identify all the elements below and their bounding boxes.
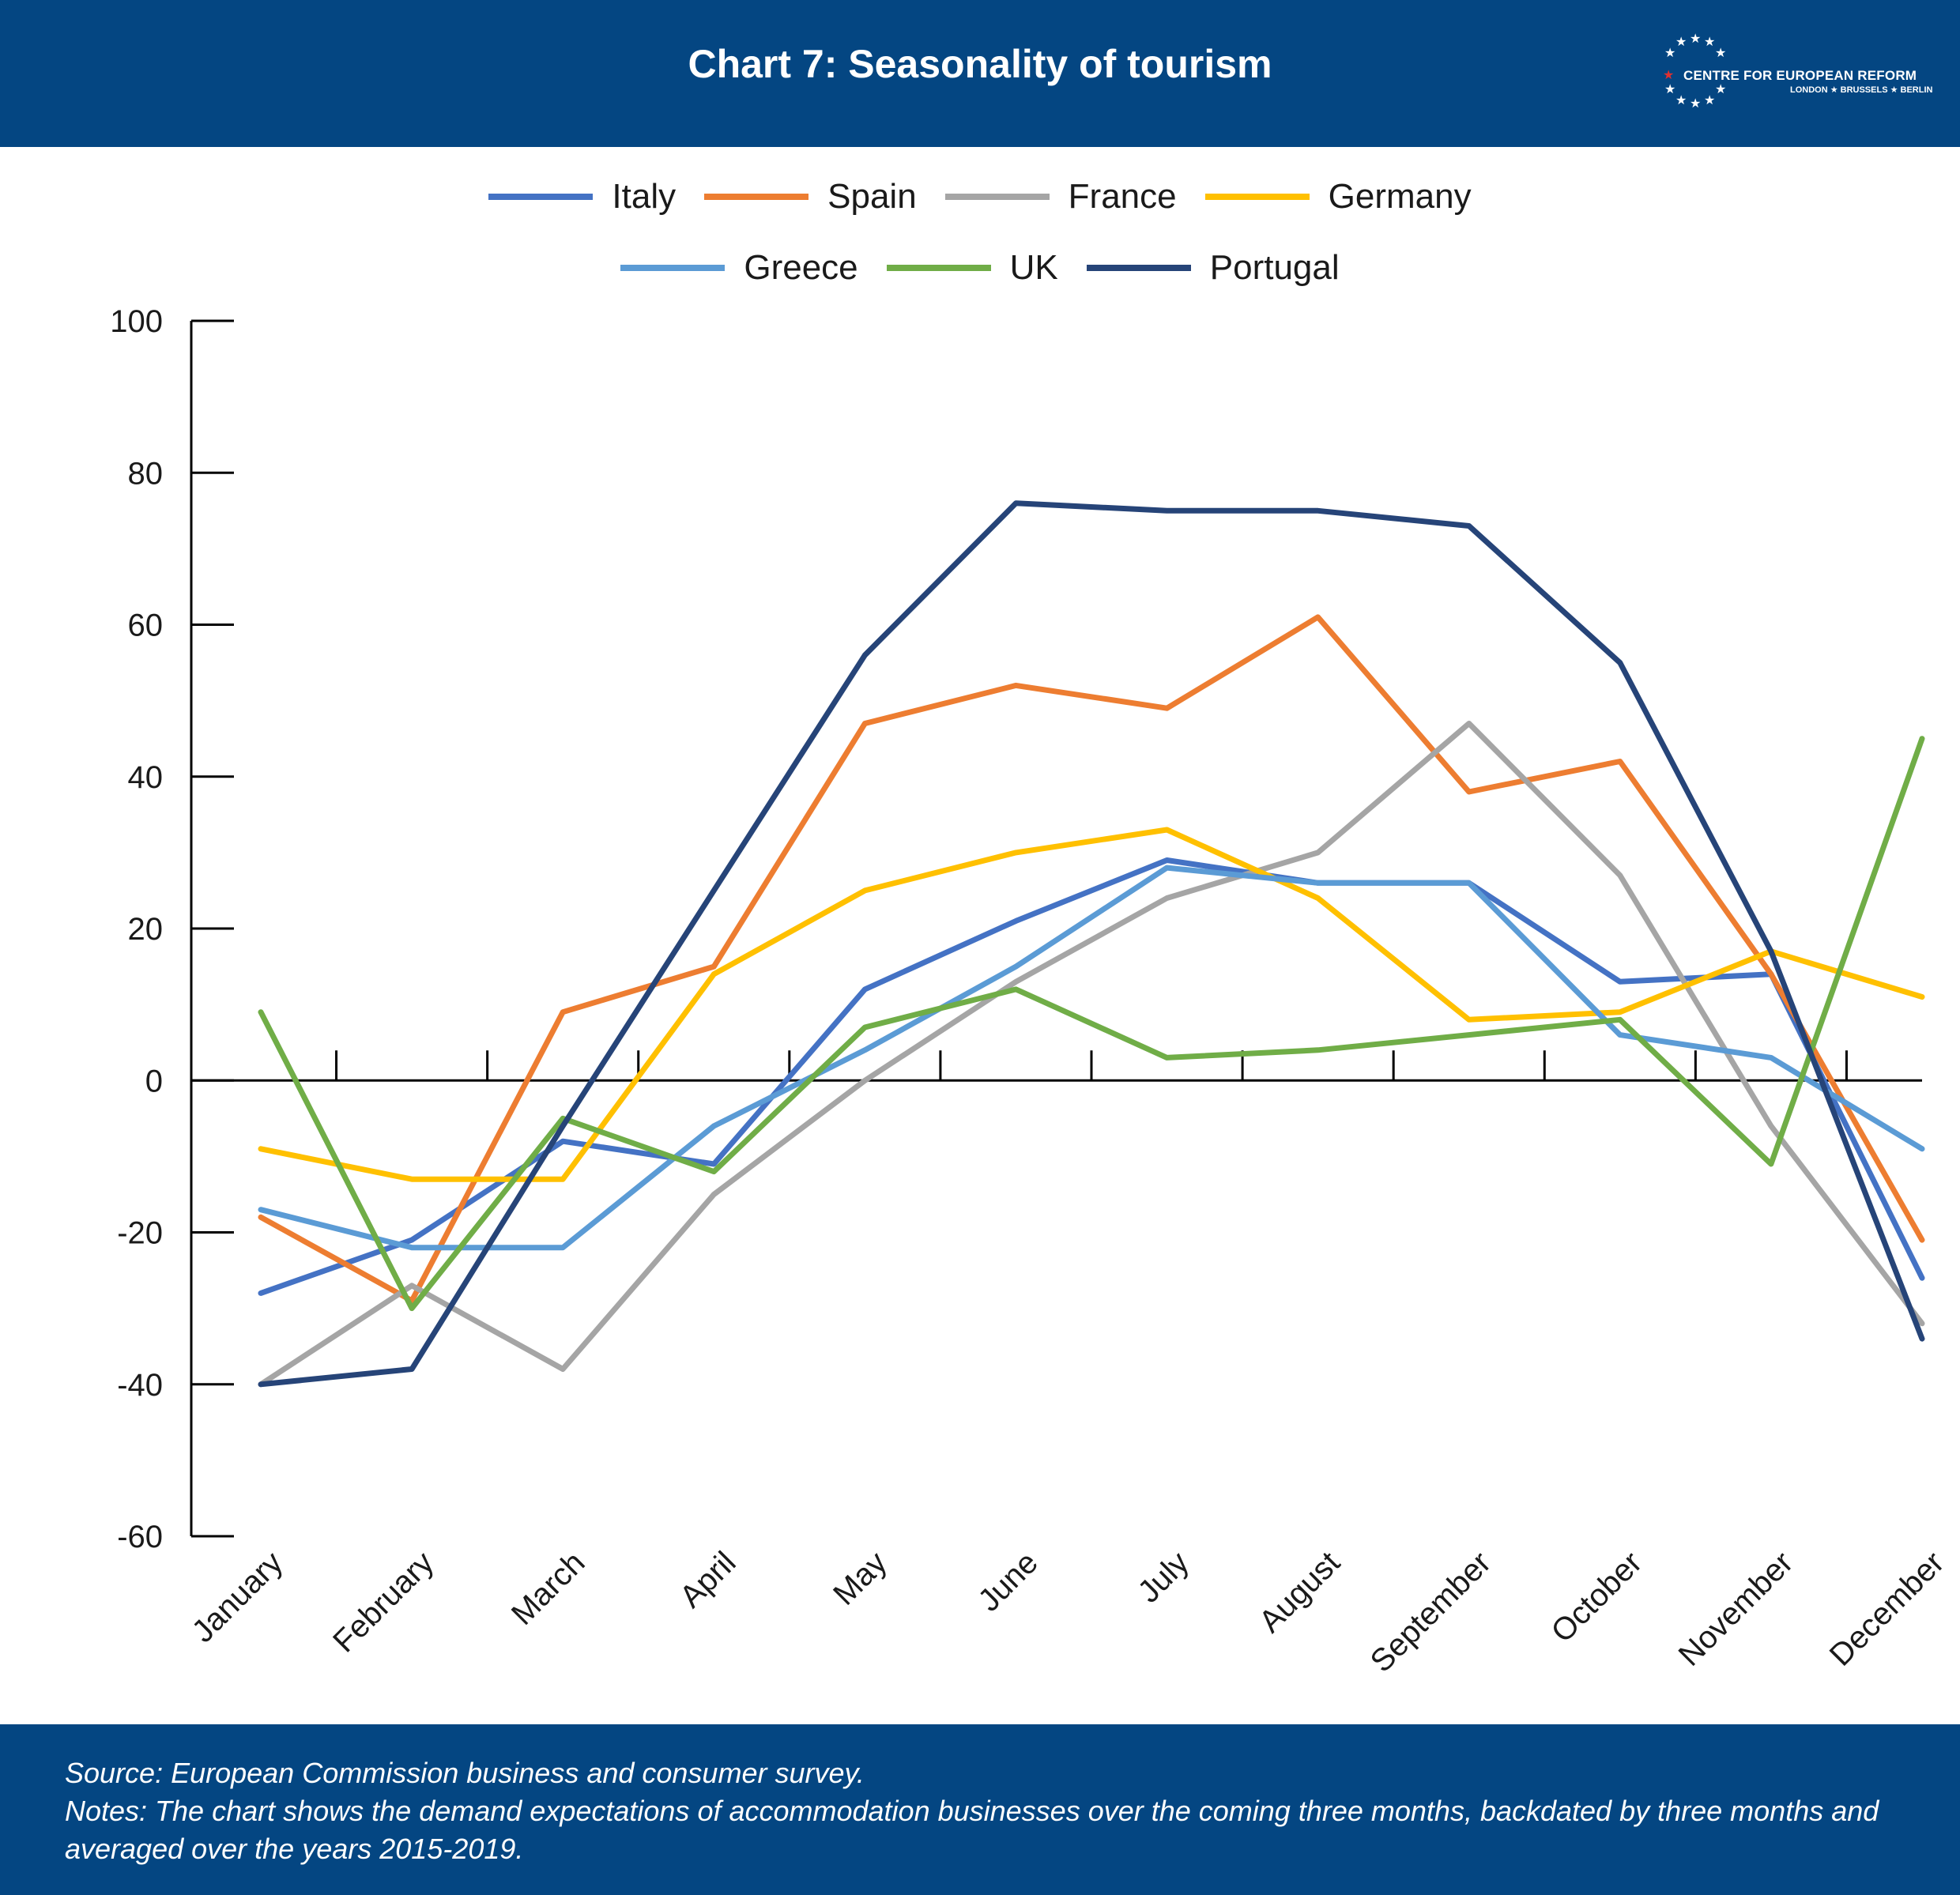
source-note: Source: European Commission business and… [65,1757,865,1789]
legend-label: Italy [612,177,677,216]
x-tick-label: April [673,1545,743,1614]
y-tick-label: 0 [145,1064,163,1098]
star-icon: ★ [1664,81,1675,96]
legend-label: Greece [744,248,858,287]
legend-item-uk: UK [886,248,1058,288]
series-line-uk [258,736,1925,1312]
footer-text: Source: European Commission business and… [65,1754,1913,1868]
legend-label: Germany [1328,177,1472,216]
y-tick-label: -60 [117,1520,163,1554]
legend-swatch [620,265,726,271]
legend-item-italy: Italy [488,177,676,217]
star-icon: ★ [1664,45,1675,60]
legend-item-greece: Greece [620,248,858,288]
chart-title: Chart 7: Seasonality of tourism [688,42,1272,86]
legend-row-2: Greece UK Portugal [0,248,1960,288]
x-tick-label: September [1364,1545,1498,1678]
legend-swatch [944,194,1050,200]
red-star-icon: ★ [1663,67,1674,82]
legend-swatch [1204,194,1310,200]
legend-item-portugal: Portugal [1086,248,1340,288]
x-tick-label: December [1823,1545,1951,1673]
legend-label: Portugal [1209,248,1340,287]
y-tick-label: 80 [128,456,164,491]
star-icon: ★ [1690,96,1701,111]
series-line-italy [258,857,1925,1296]
star-icon: ★ [1675,34,1687,49]
star-icon: ★ [1690,31,1701,46]
cer-logo: ★ ★ ★ ★ ★ ★ ★ ★ ★ ★ ★ CENTRE FOR EUROPEA… [1658,30,1932,117]
x-tick-label: July [1131,1545,1195,1609]
x-tick-label: March [505,1545,592,1632]
series-line-portugal [258,500,1925,1388]
y-tick-label: 20 [128,912,164,947]
legend-swatch [1086,265,1191,271]
x-tick-label: October [1544,1545,1649,1649]
legend-item-spain: Spain [704,177,917,217]
x-tick-label: May [827,1545,894,1612]
star-icon: ★ [1704,34,1715,49]
y-tick-label: 60 [128,608,164,643]
legend-item-germany: Germany [1204,177,1472,217]
x-tick-label: January [186,1545,290,1649]
eu-stars-icon: ★ ★ ★ ★ ★ ★ ★ ★ ★ ★ ★ [1663,31,1726,111]
legend-row-1: Italy Spain France Germany [0,177,1960,217]
line-chart: 100 80 60 40 20 0 -20 -40 -60 January February Marc… [110,304,1951,1679]
notes: Notes: The chart shows the demand expect… [65,1795,1879,1865]
legend-swatch [704,194,809,200]
legend-label: France [1068,177,1177,216]
y-tick-label: 40 [128,760,164,795]
legend-label: Spain [827,177,917,216]
star-icon: ★ [1704,92,1715,107]
footer-bar: Source: European Commission business and… [0,1724,1960,1895]
legend-item-france: France [944,177,1177,217]
y-tick-label: 100 [110,304,163,339]
legend-label: UK [1009,248,1058,287]
y-tick-label: -20 [117,1216,163,1251]
y-tick-label: -40 [117,1368,163,1403]
legend-swatch [488,194,594,200]
logo-text: CENTRE FOR EUROPEAN REFORM [1683,68,1917,83]
series-line-germany [258,827,1925,1182]
x-tick-label: June [971,1545,1044,1618]
x-tick-label: November [1672,1545,1800,1673]
star-icon: ★ [1715,81,1726,96]
star-icon: ★ [1715,45,1726,60]
legend-swatch [886,265,991,271]
series-line-spain [258,614,1925,1304]
x-tick-label: August [1253,1545,1347,1639]
x-tick-label: February [326,1545,440,1659]
logo-subtext: LONDON ★ BRUSSELS ★ BERLIN [1790,85,1933,95]
star-icon: ★ [1675,92,1687,107]
header-bar: Chart 7: Seasonality of tourism ★ ★ ★ ★ … [0,0,1960,147]
series-line-greece [258,865,1925,1251]
series-line-france [258,721,1925,1388]
